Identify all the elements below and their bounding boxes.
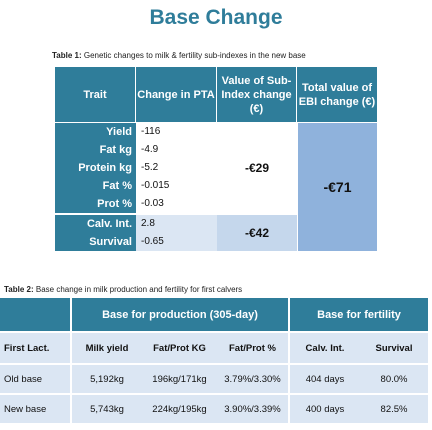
table1-column-divider: [297, 123, 298, 251]
table2-group-production: Base for production (305-day): [72, 298, 288, 331]
table1-pta-protein-kg: -5.2: [136, 159, 217, 177]
table2-corner-cell: [0, 298, 70, 331]
table2-new-survival: 82.5%: [360, 395, 428, 423]
table1-caption-label: Table 1:: [52, 51, 82, 60]
table2-new-milk-yield: 5,743kg: [72, 395, 142, 423]
table1-trait-calv-int: Calv. Int.: [55, 215, 136, 233]
table1-trait-yield: Yield: [55, 123, 136, 141]
table1-caption: Table 1: Genetic changes to milk & ferti…: [52, 51, 306, 60]
table2-col-milk-yield: Milk yield: [72, 333, 142, 363]
table2-caption-text: Base change in milk production and ferti…: [33, 285, 243, 294]
table2-old-fat-prot-pct: 3.79%/3.30%: [217, 365, 288, 393]
table1-header-subindex: Value of Sub-Index change (€): [217, 67, 297, 122]
table2-new-fat-prot-pct: 3.90%/3.39%: [217, 395, 288, 423]
table2-new-calv-int: 400 days: [290, 395, 360, 423]
table2-col-fat-prot-pct: Fat/Prot %: [217, 333, 288, 363]
table2-old-milk-yield: 5,192kg: [72, 365, 142, 393]
table1-pta-fat-pct: -0.015: [136, 177, 217, 195]
table1-trait-survival: Survival: [55, 233, 136, 251]
table2-old-calv-int: 404 days: [290, 365, 360, 393]
page-title: Base Change: [149, 6, 283, 29]
table1-header-trait: Trait: [55, 67, 136, 122]
table2-caption-label: Table 2:: [4, 285, 34, 294]
table1-trait-prot-pct: Prot %: [55, 195, 136, 213]
table1-header-ebi: Total value of EBI change (€): [297, 67, 377, 122]
table1-group-divider: [55, 213, 297, 215]
table1-pta-prot-pct: -0.03: [136, 195, 217, 213]
table2-old-survival: 80.0%: [360, 365, 428, 393]
table2-group-fertility: Base for fertility: [290, 298, 428, 331]
table2-old-fat-prot-kg: 196kg/171kg: [142, 365, 217, 393]
table1-pta-calv-int: 2.8: [136, 215, 217, 233]
table2-col-first-lact: First Lact.: [0, 333, 70, 363]
table1-pta-fat-kg: -4.9: [136, 141, 217, 159]
table2-col-calv-int: Calv. Int.: [290, 333, 360, 363]
table2-col-fat-prot-kg: Fat/Prot KG: [142, 333, 217, 363]
table1-caption-text: Genetic changes to milk & fertility sub-…: [81, 51, 306, 60]
table1-header-pta: Change in PTA: [136, 67, 217, 122]
table1-trait-fat-kg: Fat kg: [55, 141, 136, 159]
table1-trait-fat-pct: Fat %: [55, 177, 136, 195]
table1-trait-protein-kg: Protein kg: [55, 159, 136, 177]
table1-fertility-subindex: -€42: [217, 215, 297, 251]
table2-row-new-label: New base: [0, 395, 70, 423]
table1-milk-subindex: -€29: [217, 123, 297, 213]
table1-pta-survival: -0.65: [136, 233, 217, 251]
table2-col-survival: Survival: [360, 333, 428, 363]
table2-caption: Table 2: Base change in milk production …: [4, 285, 242, 294]
table1-pta-yield: -116: [136, 123, 217, 141]
table2-row-old-label: Old base: [0, 365, 70, 393]
table1-total-ebi: -€71: [298, 123, 377, 251]
table2-new-fat-prot-kg: 224kg/195kg: [142, 395, 217, 423]
